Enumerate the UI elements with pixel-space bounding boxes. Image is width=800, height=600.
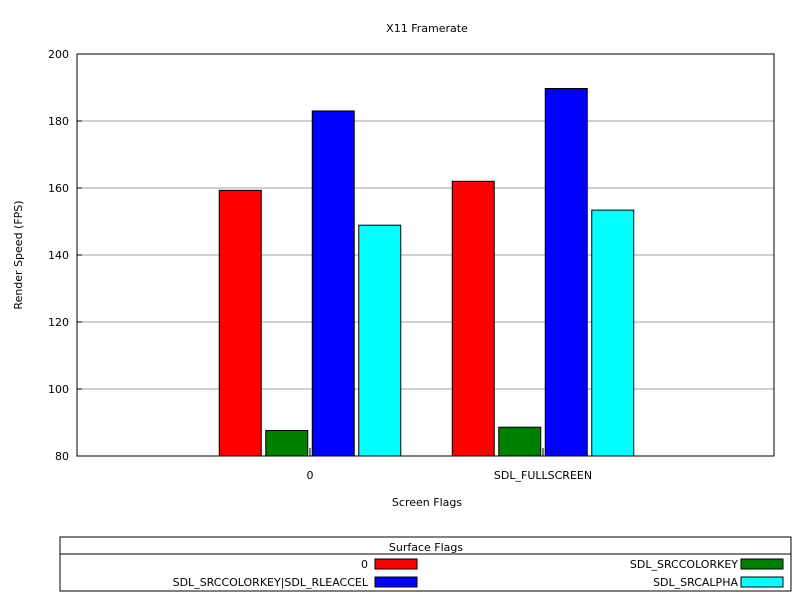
legend-label: SDL_SRCCOLORKEY|SDL_RLEACCEL (173, 576, 369, 589)
y-tick-label: 80 (55, 450, 69, 463)
legend-label: SDL_SRCALPHA (653, 576, 738, 589)
bars (218, 88, 635, 457)
bar (591, 209, 635, 457)
x-axis-label: Screen Flags (392, 496, 462, 509)
y-tick-label: 100 (48, 383, 69, 396)
y-axis-ticks: 80 100 120 140 160 180 200 (48, 48, 82, 463)
y-tick-label: 180 (48, 115, 69, 128)
legend-items: 0 SDL_SRCCOLORKEY SDL_SRCCOLORKEY|SDL_RLEA… (173, 558, 784, 589)
y-tick-label: 200 (48, 48, 69, 61)
y-tick-label: 160 (48, 182, 69, 195)
bar (498, 426, 542, 457)
y-tick-label: 120 (48, 316, 69, 329)
legend-swatch (740, 576, 784, 588)
bar (218, 189, 262, 457)
x-tick-label: SDL_FULLSCREEN (494, 469, 592, 482)
bar (544, 88, 588, 457)
legend-swatch (374, 558, 418, 570)
x-tick-label: 0 (307, 469, 314, 482)
legend-label: 0 (361, 558, 368, 571)
legend-swatch (374, 576, 418, 588)
gridlines (77, 120, 774, 390)
y-tick-label: 140 (48, 249, 69, 262)
bar (358, 224, 402, 457)
bar (451, 180, 495, 457)
legend-title: Surface Flags (389, 541, 464, 554)
legend: Surface Flags 0 SDL_SRCCOLORKEY SDL_SRCCOL… (59, 536, 792, 592)
x-axis-ticks: 0 SDL_FULLSCREEN (307, 448, 592, 482)
legend-swatch (740, 558, 784, 570)
bar (311, 110, 355, 457)
legend-frame (59, 536, 792, 592)
y-axis-label: Render Speed (FPS) (12, 200, 25, 309)
bar (265, 430, 309, 457)
legend-label: SDL_SRCCOLORKEY (630, 558, 738, 571)
chart-title: X11 Framerate (386, 22, 468, 35)
